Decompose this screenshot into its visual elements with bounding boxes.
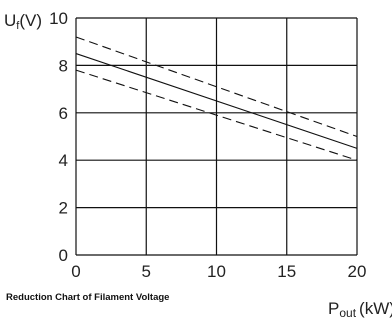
grid — [75, 17, 358, 256]
y-axis-label: Uf(V) — [4, 11, 42, 32]
y-tick-label: 8 — [59, 56, 68, 75]
x-tick-label: 20 — [348, 262, 367, 281]
series-layer — [75, 36, 358, 161]
tick-labels: 0 5 10 15 20 0 2 4 6 8 10 — [49, 9, 366, 281]
solid-series-line — [75, 53, 358, 149]
x-axis-label: Pout (kW) — [328, 299, 392, 320]
y-tick-label: 10 — [49, 9, 68, 28]
x-tick-label: 5 — [142, 262, 151, 281]
y-tick-label: 2 — [59, 199, 68, 218]
y-tick-label: 6 — [59, 104, 68, 123]
chart-title: Reduction Chart of Filament Voltage — [6, 292, 170, 303]
dashed-series-line — [75, 36, 358, 138]
y-tick-label: 0 — [59, 246, 68, 265]
x-tick-label: 0 — [71, 262, 80, 281]
x-tick-label: 15 — [277, 262, 296, 281]
y-tick-label: 4 — [59, 151, 68, 170]
dashed-series-line — [75, 69, 358, 161]
x-tick-label: 10 — [207, 262, 226, 281]
